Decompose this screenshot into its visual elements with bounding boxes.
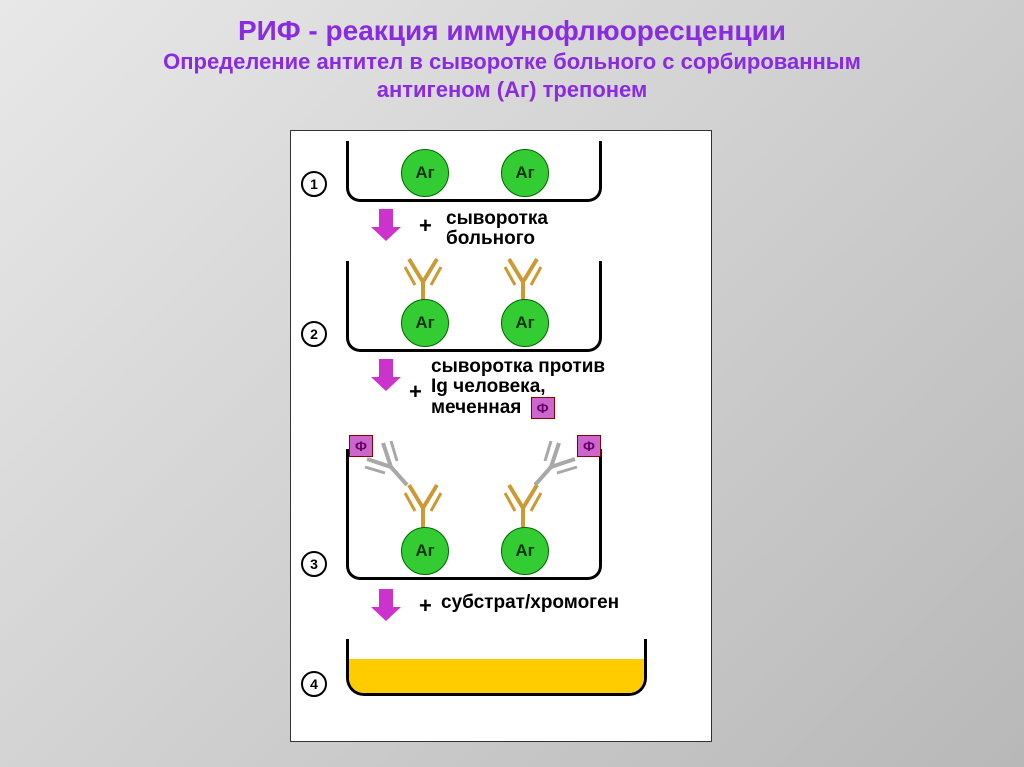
step-2-label-l2: Ig человека, [431,376,546,397]
arrow-1-head [371,227,401,241]
step-1-label: сыворотка больного [446,209,548,249]
well-2 [346,261,602,352]
plus-2: + [409,379,422,405]
antigen-3b: Аг [501,527,549,575]
step-number-4: 4 [301,671,327,697]
plus-3: + [419,593,432,619]
antibody-primary-3b [503,483,543,533]
step-3-label: субстрат/хромоген [441,593,619,613]
subtitle-line1: Определение антител в сыворотке больного… [0,49,1024,75]
step-2-label-l3: меченная [431,397,521,418]
arrow-3-head [371,607,401,621]
step-1-label-l2: больного [446,228,535,249]
antigen-3a: Аг [401,527,449,575]
title-block: РИФ - реакция иммунофлюоресценции Опреде… [0,0,1024,104]
result-fill [349,659,644,693]
main-title: РИФ - реакция иммунофлюоресценции [0,15,1024,47]
well-4 [346,639,647,696]
antigen-1b: Аг [501,149,549,197]
plus-1: + [419,213,432,239]
step-number-3: 3 [301,551,327,577]
arrow-3-stem [379,589,393,607]
arrow-2-head [371,377,401,391]
well-1 [346,141,602,202]
antigen-1a: Аг [401,149,449,197]
phi-3b: Ф [577,435,601,457]
antibody-secondary-3a [363,439,413,489]
step-2-label-l1: сыворотка против [431,356,605,377]
arrow-1-stem [379,209,393,227]
step-2-label: сыворотка против Ig человека, меченная Ф [431,357,605,419]
antibody-secondary-3b [529,439,579,489]
antigen-2b: Аг [501,299,549,347]
step-number-1: 1 [301,171,327,197]
antibody-primary-3a [403,483,443,533]
subtitle-line2: антигеном (Аг) трепонем [0,77,1024,103]
step-1-label-l1: сыворотка [446,208,548,229]
antigen-2a: Аг [401,299,449,347]
diagram-frame: 1 Аг Аг + сыворотка больного 2 Аг Аг + с… [290,130,712,742]
arrow-2-stem [379,359,393,377]
phi-inline: Ф [531,397,555,419]
step-number-2: 2 [301,321,327,347]
